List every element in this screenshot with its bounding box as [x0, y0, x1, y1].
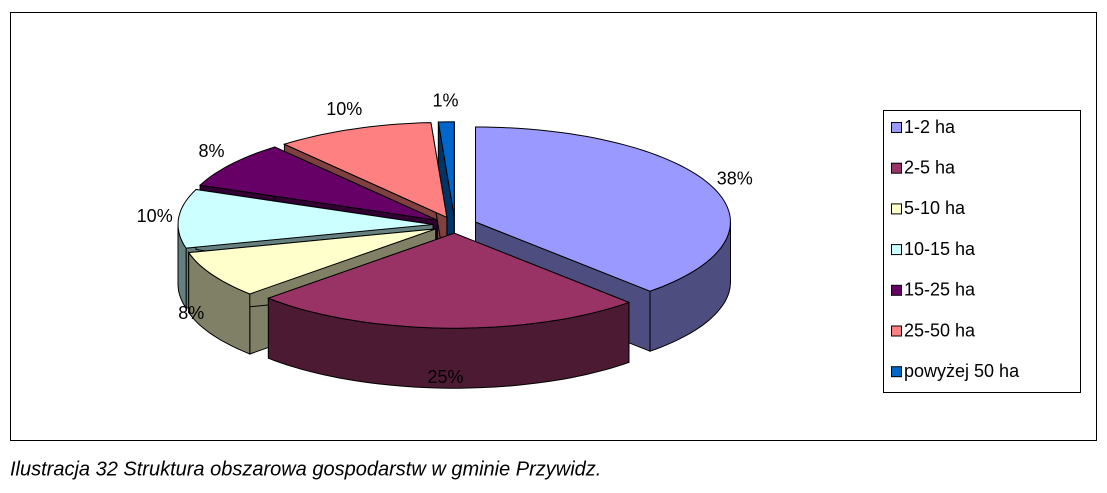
data-label: 38%	[717, 168, 753, 188]
legend-swatch	[891, 325, 902, 337]
data-label: 25%	[428, 367, 464, 387]
data-label: 1%	[433, 90, 459, 110]
legend-label: 10-15 ha	[904, 239, 976, 259]
legend-box	[883, 110, 1081, 393]
caption: Ilustracja 32 Struktura obszarowa gospod…	[10, 458, 601, 480]
legend-label: 5-10 ha	[904, 198, 966, 218]
data-label: 8%	[178, 303, 204, 323]
slice	[187, 228, 436, 295]
legend-swatch	[891, 284, 902, 296]
slice	[475, 126, 731, 292]
legend-swatch	[891, 203, 902, 215]
slice	[198, 146, 438, 221]
slice	[177, 188, 434, 249]
slice	[266, 232, 631, 329]
legend-swatch	[891, 162, 902, 174]
legend-label: 1-2 ha	[904, 117, 956, 137]
data-label: 8%	[199, 141, 225, 161]
slice	[266, 232, 631, 389]
legend-label: 25-50 ha	[904, 320, 976, 340]
legend-swatch	[891, 366, 902, 378]
data-label: 10%	[137, 206, 173, 226]
legend-label: powyżej 50 ha	[904, 361, 1020, 381]
legend-swatch	[891, 122, 902, 133]
data-label: 10%	[326, 99, 362, 119]
legend-label: 2-5 ha	[904, 157, 956, 177]
slice	[437, 121, 455, 217]
slice	[282, 122, 448, 219]
legend-label: 15-25 ha	[904, 280, 976, 300]
legend-swatch	[891, 244, 902, 256]
